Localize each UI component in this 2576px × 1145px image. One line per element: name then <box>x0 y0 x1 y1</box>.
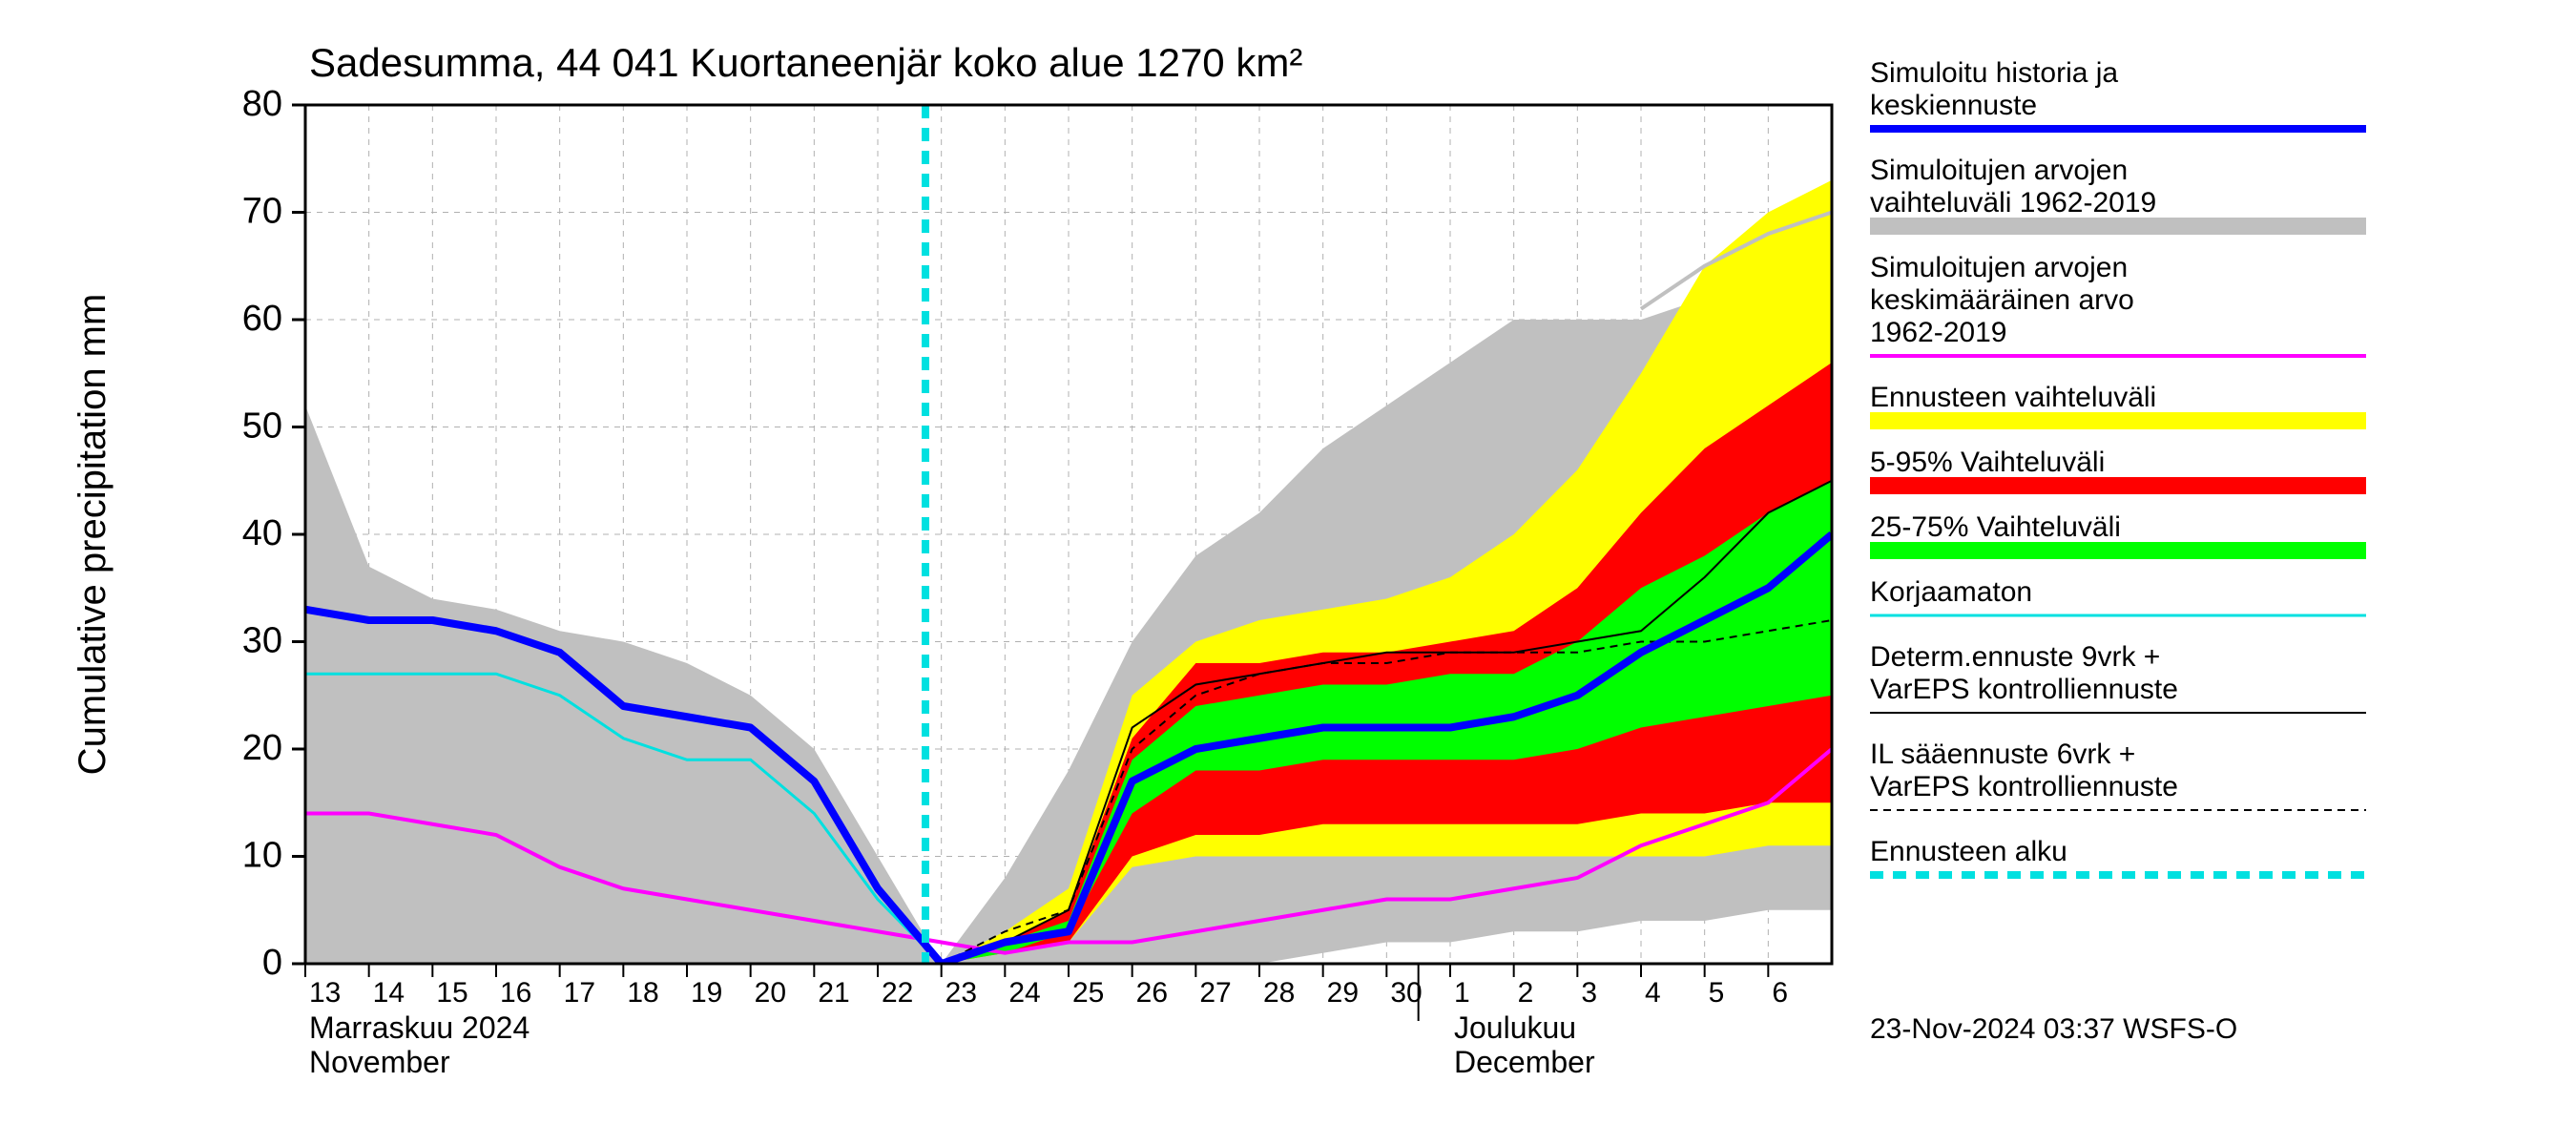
x-tick-label: 6 <box>1772 977 1788 1009</box>
x-tick-label: 26 <box>1136 977 1168 1009</box>
legend-label: 25-75% Vaihteluväli <box>1870 511 2121 543</box>
x-tick-label: 20 <box>755 977 786 1009</box>
x-tick-label: 24 <box>1008 977 1040 1009</box>
x-tick-label: 29 <box>1327 977 1359 1009</box>
x-tick-label: 28 <box>1263 977 1295 1009</box>
x-tick-label: 4 <box>1645 977 1661 1009</box>
legend-swatch <box>1870 542 2366 559</box>
x-tick-label: 3 <box>1581 977 1597 1009</box>
chart-title: Sadesumma, 44 041 Kuortaneenjär koko alu… <box>309 40 1302 85</box>
y-tick-label: 10 <box>242 836 282 876</box>
x-tick-label: 14 <box>373 977 405 1009</box>
x-tick-label: 13 <box>309 977 341 1009</box>
x-tick-label: 17 <box>564 977 595 1009</box>
legend-label: keskimääräinen arvo <box>1870 284 2134 316</box>
y-tick-label: 40 <box>242 513 282 553</box>
legend-label: VarEPS kontrolliennuste <box>1870 771 2178 802</box>
legend-label: keskiennuste <box>1870 90 2037 121</box>
precipitation-chart: 0102030405060708013141516171819202122232… <box>0 0 2576 1145</box>
legend-swatch <box>1870 412 2366 429</box>
y-tick-label: 60 <box>242 299 282 339</box>
x-tick-label: 19 <box>691 977 722 1009</box>
x-tick-label: 16 <box>500 977 531 1009</box>
x-tick-label: 18 <box>627 977 658 1009</box>
legend-label: Simuloitujen arvojen <box>1870 155 2128 186</box>
y-axis-label: Cumulative precipitation mm <box>72 294 114 776</box>
month-label-en: December <box>1454 1045 1595 1079</box>
x-tick-label: 1 <box>1454 977 1470 1009</box>
x-tick-label: 25 <box>1072 977 1104 1009</box>
month-label-fi: Marraskuu 2024 <box>309 1010 530 1045</box>
legend-label: 1962-2019 <box>1870 317 2006 348</box>
legend-swatch <box>1870 218 2366 235</box>
legend-label: Simuloitu historia ja <box>1870 57 2118 89</box>
x-tick-label: 30 <box>1390 977 1422 1009</box>
legend-label: vaihteluväli 1962-2019 <box>1870 187 2156 219</box>
y-tick-label: 70 <box>242 192 282 232</box>
legend-label: 5-95% Vaihteluväli <box>1870 447 2105 478</box>
x-tick-label: 15 <box>436 977 467 1009</box>
month-label-fi: Joulukuu <box>1454 1010 1576 1045</box>
legend-label: Simuloitujen arvojen <box>1870 252 2128 283</box>
legend-label: VarEPS kontrolliennuste <box>1870 674 2178 705</box>
x-tick-label: 27 <box>1199 977 1231 1009</box>
x-tick-label: 2 <box>1518 977 1534 1009</box>
y-tick-label: 30 <box>242 621 282 661</box>
month-label-en: November <box>309 1045 450 1079</box>
legend-label: Korjaamaton <box>1870 576 2032 608</box>
x-tick-label: 21 <box>818 977 849 1009</box>
chart-svg: 0102030405060708013141516171819202122232… <box>0 0 2576 1145</box>
y-tick-label: 0 <box>262 943 282 983</box>
x-tick-label: 5 <box>1709 977 1725 1009</box>
chart-footer: 23-Nov-2024 03:37 WSFS-O <box>1870 1013 2237 1045</box>
x-tick-label: 23 <box>945 977 977 1009</box>
legend-label: Ennusteen vaihteluväli <box>1870 382 2156 413</box>
legend-swatch <box>1870 477 2366 494</box>
legend-label: Ennusteen alku <box>1870 836 2067 867</box>
y-tick-label: 50 <box>242 406 282 447</box>
y-tick-label: 80 <box>242 84 282 124</box>
legend-label: Determ.ennuste 9vrk + <box>1870 641 2160 673</box>
legend-label: IL sääennuste 6vrk + <box>1870 739 2135 770</box>
y-tick-label: 20 <box>242 728 282 768</box>
x-tick-label: 22 <box>882 977 913 1009</box>
